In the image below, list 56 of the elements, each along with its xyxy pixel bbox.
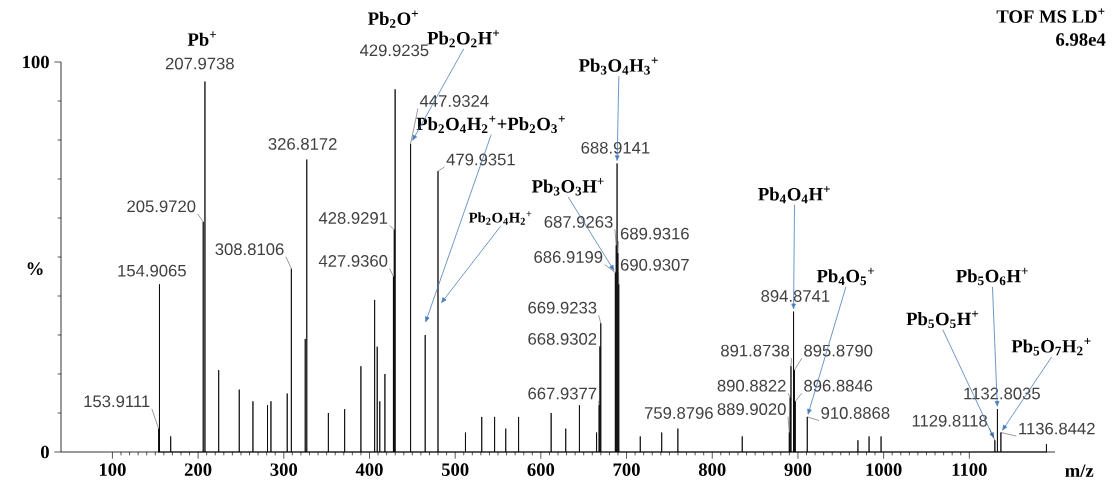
annotation: Pb$_{2}$O$_{4}$H$_{2}$+ <box>468 211 532 225</box>
annotation: 1132.8035 <box>964 387 1040 400</box>
x-tick-label: 1000 <box>866 463 902 476</box>
annotation: 154.9065 <box>118 264 186 277</box>
text: 6.98e4 <box>1056 33 1106 46</box>
annotation: 447.9324 <box>419 95 489 107</box>
annotation: Pb$_{3}$O$_{4}$H$_{3}$+ <box>578 57 658 75</box>
x-tick-label: 600 <box>527 463 555 476</box>
annotation: 308.8106 <box>215 243 284 256</box>
x-tick-label: 300 <box>270 463 298 476</box>
annotation: 686.9199 <box>534 251 603 263</box>
x-tick-label: 100 <box>99 463 126 476</box>
x-tick-label: 200 <box>184 463 212 476</box>
annotation: 896.8846 <box>804 379 873 392</box>
x-tick-label: 500 <box>441 463 469 476</box>
annotation: 429.9235 <box>359 44 429 57</box>
annotation: 427.9360 <box>318 255 388 267</box>
annotation: 669.9233 <box>528 301 597 314</box>
annotation: 1136.8442 <box>1019 422 1095 435</box>
annotation: 690.9307 <box>620 258 689 271</box>
annotation: 205.9720 <box>127 200 196 213</box>
x-tick-label: 1100 <box>952 463 987 476</box>
annotation: Pb$_{5}$O$_{7}$H$_{2}$+ <box>1011 338 1091 356</box>
annotation: 667.9377 <box>528 387 597 400</box>
annotation: 428.9291 <box>318 212 388 224</box>
x-tick-label: 900 <box>784 463 812 476</box>
annotation: 1129.8118 <box>912 414 988 427</box>
annotation: 895.8790 <box>804 344 873 357</box>
annotation: 479.9351 <box>446 153 515 166</box>
annotation: 910.8868 <box>821 407 890 419</box>
annotation: 207.9738 <box>165 57 234 70</box>
text: Pb$_{2}$O$_{4}$H$_{2}$$^{+}$+Pb$_{2}$O$_{3}$+ <box>416 115 565 134</box>
annotation: 891.8738 <box>721 344 790 357</box>
annotation: 153.9111 <box>84 395 150 408</box>
x-tick-label: 700 <box>613 463 640 476</box>
annotation: Pb$^{+}$ <box>187 31 216 46</box>
y-axis-title: % <box>27 262 43 276</box>
text: Pb$_{2}$O$^{+}$ <box>367 10 418 28</box>
annotation: 890.8822 <box>717 379 786 392</box>
annotation: 668.9302 <box>528 333 597 345</box>
annotation: 326.8172 <box>268 138 337 150</box>
annotation: 889.9020 <box>717 403 786 415</box>
annotation: 687.9263 <box>544 216 613 228</box>
x-axis-title: m/z <box>1065 464 1094 477</box>
x-tick-label: 800 <box>698 463 726 476</box>
annotation: Pb$_{5}$O$_{5}$H$^{+}$ <box>906 310 979 329</box>
annotation: 689.9316 <box>620 227 689 240</box>
x-tick-label: 400 <box>355 463 383 476</box>
annotation: Pb$_{5}$O$_{6}$H$^{+}$ <box>956 267 1028 286</box>
y-tick-label: 0 <box>41 445 49 459</box>
annotation: Pb$_{3}$O$_{3}$H$^{+}$ <box>531 178 604 196</box>
annotation: Pb$_{4}$O$_{5}$+ <box>816 267 874 286</box>
annotation: Pb$_{2}$O$_{2}$H$^{+}$ <box>427 29 500 48</box>
annotation: Pb$_{4}$O$_{4}$H$^{+}$ <box>758 185 830 204</box>
annotation: 759.8796 <box>644 407 713 419</box>
text: TOF MS LD$^{+}$ <box>996 8 1105 23</box>
